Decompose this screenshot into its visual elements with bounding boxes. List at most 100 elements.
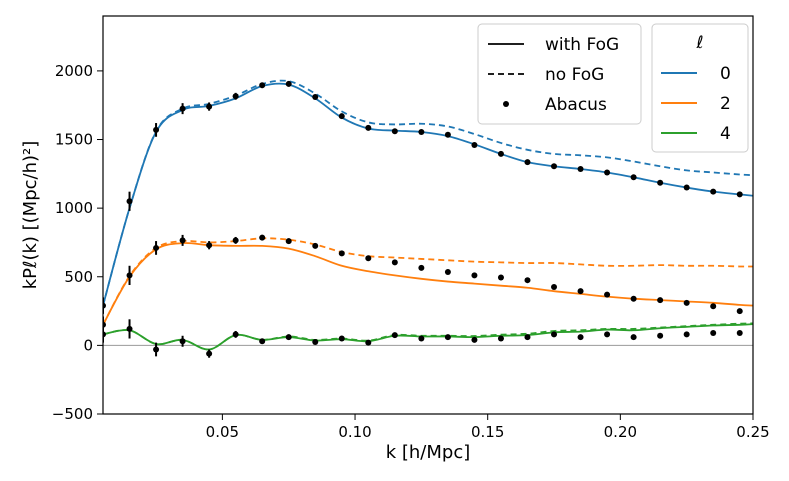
abacus-point-l4 [630,334,637,341]
abacus-point-l4 [259,338,266,345]
x-tick-label: 0.10 [338,423,371,441]
abacus-point-l2 [179,237,186,244]
abacus-point-l2 [232,237,239,244]
series-line-l4-no-fog [103,322,753,351]
abacus-point-l4 [657,332,664,339]
abacus-point-l4 [604,331,611,338]
abacus-point-l2 [391,259,398,266]
legend-style-box [477,23,642,125]
abacus-point-l0 [497,150,504,157]
legend-entry-no-fog: no FoG [545,65,604,85]
abacus-point-l0 [103,302,106,309]
abacus-point-l4 [391,332,398,339]
abacus-point-l4 [365,339,372,346]
legend-multipoles: ℓ 0 2 4 [651,23,749,153]
x-tick-label: 0.05 [206,423,239,441]
y-tick-label: 2000 [55,62,93,80]
abacus-point-l4 [736,330,743,337]
legend-multipole-title: ℓ [695,33,703,53]
abacus-point-l0 [259,82,266,89]
abacus-point-l2 [471,272,478,279]
abacus-point-l4 [338,335,345,342]
y-tick-label: 0 [83,336,93,354]
abacus-point-l2 [206,242,213,249]
abacus-point-l2 [285,238,292,245]
abacus-points-layer [103,80,743,358]
y-axis-ticks: −500 0 500 1000 1500 2000 [52,62,103,423]
legend-line-style: with FoG no FoG Abacus [477,23,642,125]
abacus-point-l4 [551,331,558,338]
abacus-point-l0 [365,124,372,131]
abacus-point-l2 [312,242,319,249]
abacus-point-l0 [285,80,292,87]
abacus-point-l2 [153,244,160,251]
abacus-point-l4 [312,338,319,345]
y-tick-label: 500 [64,268,93,286]
abacus-point-l2 [657,297,664,304]
x-tick-label: 0.20 [604,423,637,441]
legend-entry-l0: 0 [720,64,731,84]
abacus-point-l2 [604,291,611,298]
abacus-point-l0 [206,103,213,110]
abacus-point-l4 [524,334,531,341]
abacus-point-l0 [604,169,611,176]
abacus-point-l0 [232,93,239,100]
legend-entry-l2: 2 [720,94,731,114]
abacus-point-l4 [103,331,106,338]
abacus-point-l0 [551,163,558,170]
legend-multipole-box [651,23,749,153]
abacus-point-l0 [471,142,478,149]
legend-entry-with-fog: with FoG [545,35,619,55]
abacus-point-l0 [153,126,160,133]
abacus-point-l0 [391,128,398,135]
abacus-point-l2 [126,272,133,279]
abacus-point-l4 [126,325,133,332]
abacus-point-l4 [179,338,186,345]
legend-entry-abacus: Abacus [545,95,607,115]
abacus-point-l2 [365,255,372,262]
abacus-point-l0 [524,159,531,166]
abacus-point-l4 [418,335,425,342]
abacus-point-l4 [471,336,478,343]
abacus-point-l4 [153,346,160,353]
x-axis-ticks: 0.05 0.10 0.15 0.20 0.25 [206,414,770,441]
abacus-point-l0 [418,128,425,135]
series-line-l2-no-fog [103,237,753,326]
abacus-point-l2 [444,268,451,275]
plot-area [103,16,753,414]
y-tick-label: 1000 [55,199,93,217]
abacus-point-l4 [206,350,213,357]
abacus-point-l0 [312,93,319,100]
x-axis-label: k [h/Mpc] [386,442,471,463]
abacus-point-l2 [259,234,266,241]
abacus-point-l0 [577,166,584,173]
abacus-point-l0 [126,198,133,205]
y-tick-label: −500 [52,405,93,423]
abacus-point-l2 [683,299,690,306]
abacus-point-l2 [418,264,425,271]
abacus-point-l2 [577,288,584,295]
abacus-point-l2 [630,295,637,302]
y-axis-label: kPℓ(k) [(Mpc/h)²] [20,141,41,290]
abacus-point-l0 [657,179,664,186]
abacus-point-l4 [497,335,504,342]
abacus-point-l4 [577,334,584,341]
abacus-point-l0 [444,131,451,138]
abacus-point-l2 [710,303,717,310]
abacus-point-l2 [338,250,345,257]
abacus-point-l4 [285,334,292,341]
abacus-point-l4 [710,330,717,337]
abacus-point-l2 [736,308,743,315]
plot-frame [102,15,754,415]
abacus-point-l0 [736,191,743,198]
abacus-point-l2 [551,284,558,291]
abacus-point-l0 [710,188,717,195]
abacus-point-l2 [524,277,531,284]
x-tick-label: 0.25 [736,423,769,441]
x-tick-label: 0.15 [471,423,504,441]
abacus-point-l2 [497,274,504,281]
legend-entry-l4: 4 [720,124,731,144]
abacus-point-l4 [232,331,239,338]
abacus-point-l0 [683,184,690,191]
legend-dot-icon [503,101,509,107]
